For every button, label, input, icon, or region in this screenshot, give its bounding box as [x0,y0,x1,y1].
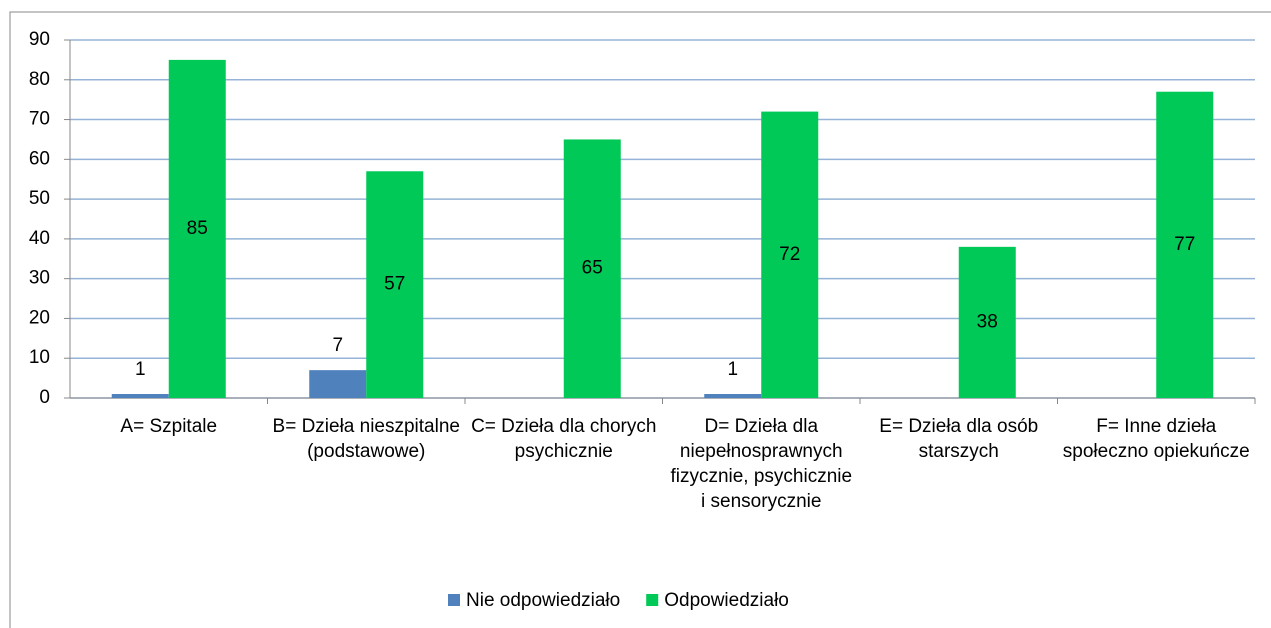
x-tick-label: E= Dzieła dla osób starszych [879,416,1039,462]
x-tick-label: B= Dzieła nieszpitalne (podstawowe) [272,416,460,462]
x-tick-label: C= Dzieła dla chorych psychicznie [471,416,657,462]
bar [958,246,1016,398]
chart-frame [9,11,1271,628]
data-label: 72 [779,244,800,265]
bar [563,139,621,398]
bar [111,394,169,398]
bar [761,111,819,398]
data-label: 65 [582,258,603,279]
x-tick-label: F= Inne dzieła społeczno opiekuńcze [1062,416,1250,462]
legend-swatch [448,594,460,606]
bar [1156,91,1214,398]
x-tick-label: D= Dzieła dla niepełnosprawnych fizyczni… [670,416,853,512]
y-tick-label: 70 [29,109,50,130]
y-tick-label: 50 [29,188,50,209]
bar [168,59,226,399]
legend-swatch [646,594,659,606]
bar [704,394,762,398]
data-label: 38 [977,311,998,332]
y-tick-label: 10 [29,347,50,368]
y-tick-label: 0 [39,387,50,408]
legend-label: Odpowiedziało [664,590,789,611]
data-label: 85 [187,218,208,239]
y-tick-label: 60 [29,148,50,169]
data-label: 57 [384,274,405,295]
y-tick-label: 40 [29,228,50,249]
data-label: 1 [727,359,738,380]
bar [309,370,367,398]
data-label: 7 [332,335,343,356]
y-tick-label: 30 [29,268,50,289]
legend-label: Nie odpowiedziało [466,590,620,611]
bar [366,171,424,398]
y-tick-label: 90 [29,29,50,50]
x-tick-label: A= Szpitale [120,416,218,437]
data-label: 77 [1174,234,1195,255]
y-tick-label: 20 [29,307,50,328]
y-tick-label: 80 [29,69,50,90]
data-label: 1 [135,359,146,380]
